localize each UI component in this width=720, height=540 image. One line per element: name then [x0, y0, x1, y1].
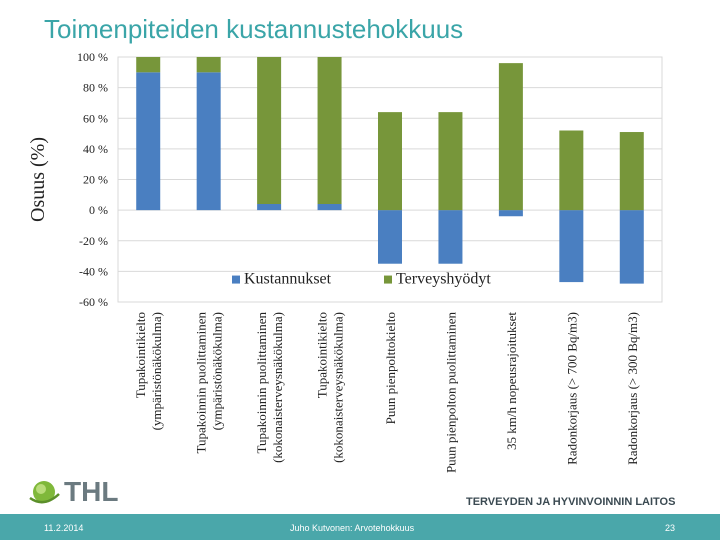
- y-tick-label: -60 %: [79, 295, 108, 309]
- cost-effectiveness-chart: 100 % 80 % 60 % 40 % 20 % 0 % -20 % -40 % -60 % O…: [27, 50, 663, 474]
- category-label: (kokonaisterveysnäkökulma): [331, 312, 346, 463]
- bar-costs: [257, 204, 282, 211]
- bar-benefits: [136, 57, 161, 73]
- bar-benefits: [317, 57, 342, 204]
- y-tick-label: 100 %: [77, 50, 108, 64]
- y-tick-label: 40 %: [83, 142, 108, 156]
- category-label: Tupakoinnin puolittaminen: [194, 312, 209, 454]
- organization-name: TERVEYDEN JA HYVINVOINNIN LAITOS: [466, 496, 676, 508]
- y-tick-label: -40 %: [79, 264, 108, 278]
- bar-benefits: [196, 57, 221, 73]
- category-label: Puun pienpolttokielto: [383, 312, 398, 424]
- bar-benefits: [619, 132, 644, 211]
- thl-logo-icon: [29, 481, 60, 504]
- bar-costs: [378, 210, 402, 264]
- category-label: Radonkorjaus (> 700 Bq/m3): [564, 312, 579, 465]
- category-label: Radonkorjaus (> 300 Bq/m3): [625, 312, 640, 465]
- bar-benefits: [498, 63, 523, 211]
- bar-benefits: [559, 130, 584, 211]
- y-tick-label: 20 %: [83, 173, 108, 187]
- category-label: (ympäristönäkökulma): [210, 312, 225, 430]
- y-tick-label: 60 %: [83, 111, 108, 125]
- y-axis-label: Osuus (%): [27, 137, 49, 222]
- bar-benefits: [438, 112, 463, 211]
- legend-costs-swatch: [232, 275, 240, 284]
- footer-bar: 11.2.2014 Juho Kutvonen: Arvotehokkuus 2…: [0, 514, 720, 540]
- bar-costs: [136, 72, 161, 211]
- footer-date: 11.2.2014: [44, 523, 84, 533]
- bar-benefits: [378, 112, 402, 211]
- logo-text: THL: [64, 476, 119, 507]
- page-number: 23: [665, 523, 676, 533]
- y-tick-label: 0 %: [89, 203, 108, 217]
- bar-costs: [619, 210, 644, 284]
- y-tick-label: 80 %: [83, 81, 108, 95]
- category-label: Puun pienpolton puolittaminen: [443, 312, 458, 474]
- bar-costs: [438, 210, 463, 264]
- legend-benefits-swatch: [384, 275, 392, 284]
- category-label: Tupakointikielto: [133, 312, 148, 398]
- category-label: Tupakointikielto: [315, 312, 330, 398]
- category-label: Tupakoinnin puolittaminen: [254, 312, 269, 454]
- bar-costs: [498, 210, 523, 217]
- slide-title: Toimenpiteiden kustannustehokkuus: [44, 14, 464, 44]
- category-label: (ympäristönäkökulma): [149, 312, 164, 430]
- bar-costs: [317, 204, 342, 211]
- category-label: 35 km/h nopeusrajoitukset: [504, 312, 519, 450]
- category-label: (kokonaisterveysnäkökulma): [270, 312, 285, 463]
- y-tick-label: -20 %: [79, 234, 108, 248]
- bar-benefits: [257, 57, 282, 204]
- legend-costs-label: Kustannukset: [244, 271, 332, 288]
- bar-costs: [196, 72, 221, 211]
- legend-benefits-label: Terveyshyödyt: [396, 271, 491, 288]
- footer-author: Juho Kutvonen: Arvotehokkuus: [290, 523, 415, 533]
- bar-costs: [559, 210, 584, 283]
